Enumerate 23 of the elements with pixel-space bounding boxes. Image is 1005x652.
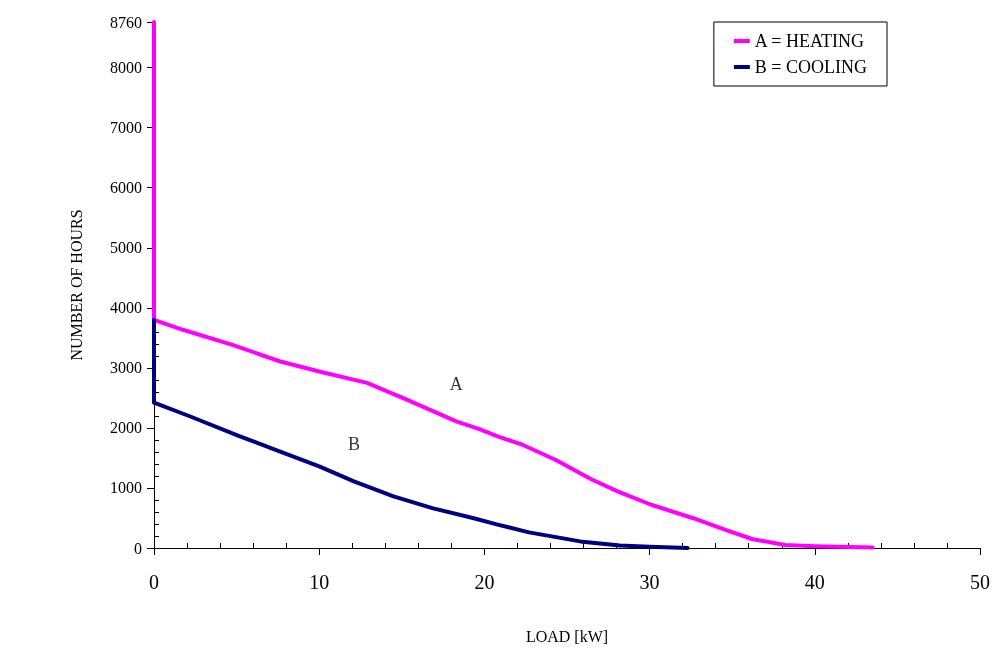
y-tick-label: 6000 xyxy=(110,179,142,197)
y-tick-label: 3000 xyxy=(110,359,142,377)
y-tick-label: 2000 xyxy=(110,419,142,437)
legend-label: B = COOLING xyxy=(754,57,868,77)
line-series xyxy=(152,317,690,550)
y-tick-label: 7000 xyxy=(110,119,142,137)
x-tick-label: 0 xyxy=(149,571,159,593)
x-tick-label: 30 xyxy=(639,571,660,593)
legend-label: A = HEATING xyxy=(754,31,865,51)
annotation: A xyxy=(449,374,463,395)
y-tick-label: 8760 xyxy=(110,13,142,31)
y-tick-label: 1000 xyxy=(110,479,142,497)
annotation: B xyxy=(347,434,360,455)
y-axis-title: NUMBER OF HOURS xyxy=(67,209,85,361)
x-axis-title: LOAD [kW] xyxy=(525,627,609,645)
y-tick-label: 0 xyxy=(134,539,142,557)
x-tick-label: 50 xyxy=(970,571,990,593)
x-tick-label: 20 xyxy=(474,571,495,593)
y-tick-label: 8000 xyxy=(110,59,142,77)
x-tick-label: 10 xyxy=(309,571,330,593)
x-tick-label: 40 xyxy=(804,571,825,593)
y-tick-label: 4000 xyxy=(110,299,142,317)
y-tick-label: 5000 xyxy=(110,239,142,257)
